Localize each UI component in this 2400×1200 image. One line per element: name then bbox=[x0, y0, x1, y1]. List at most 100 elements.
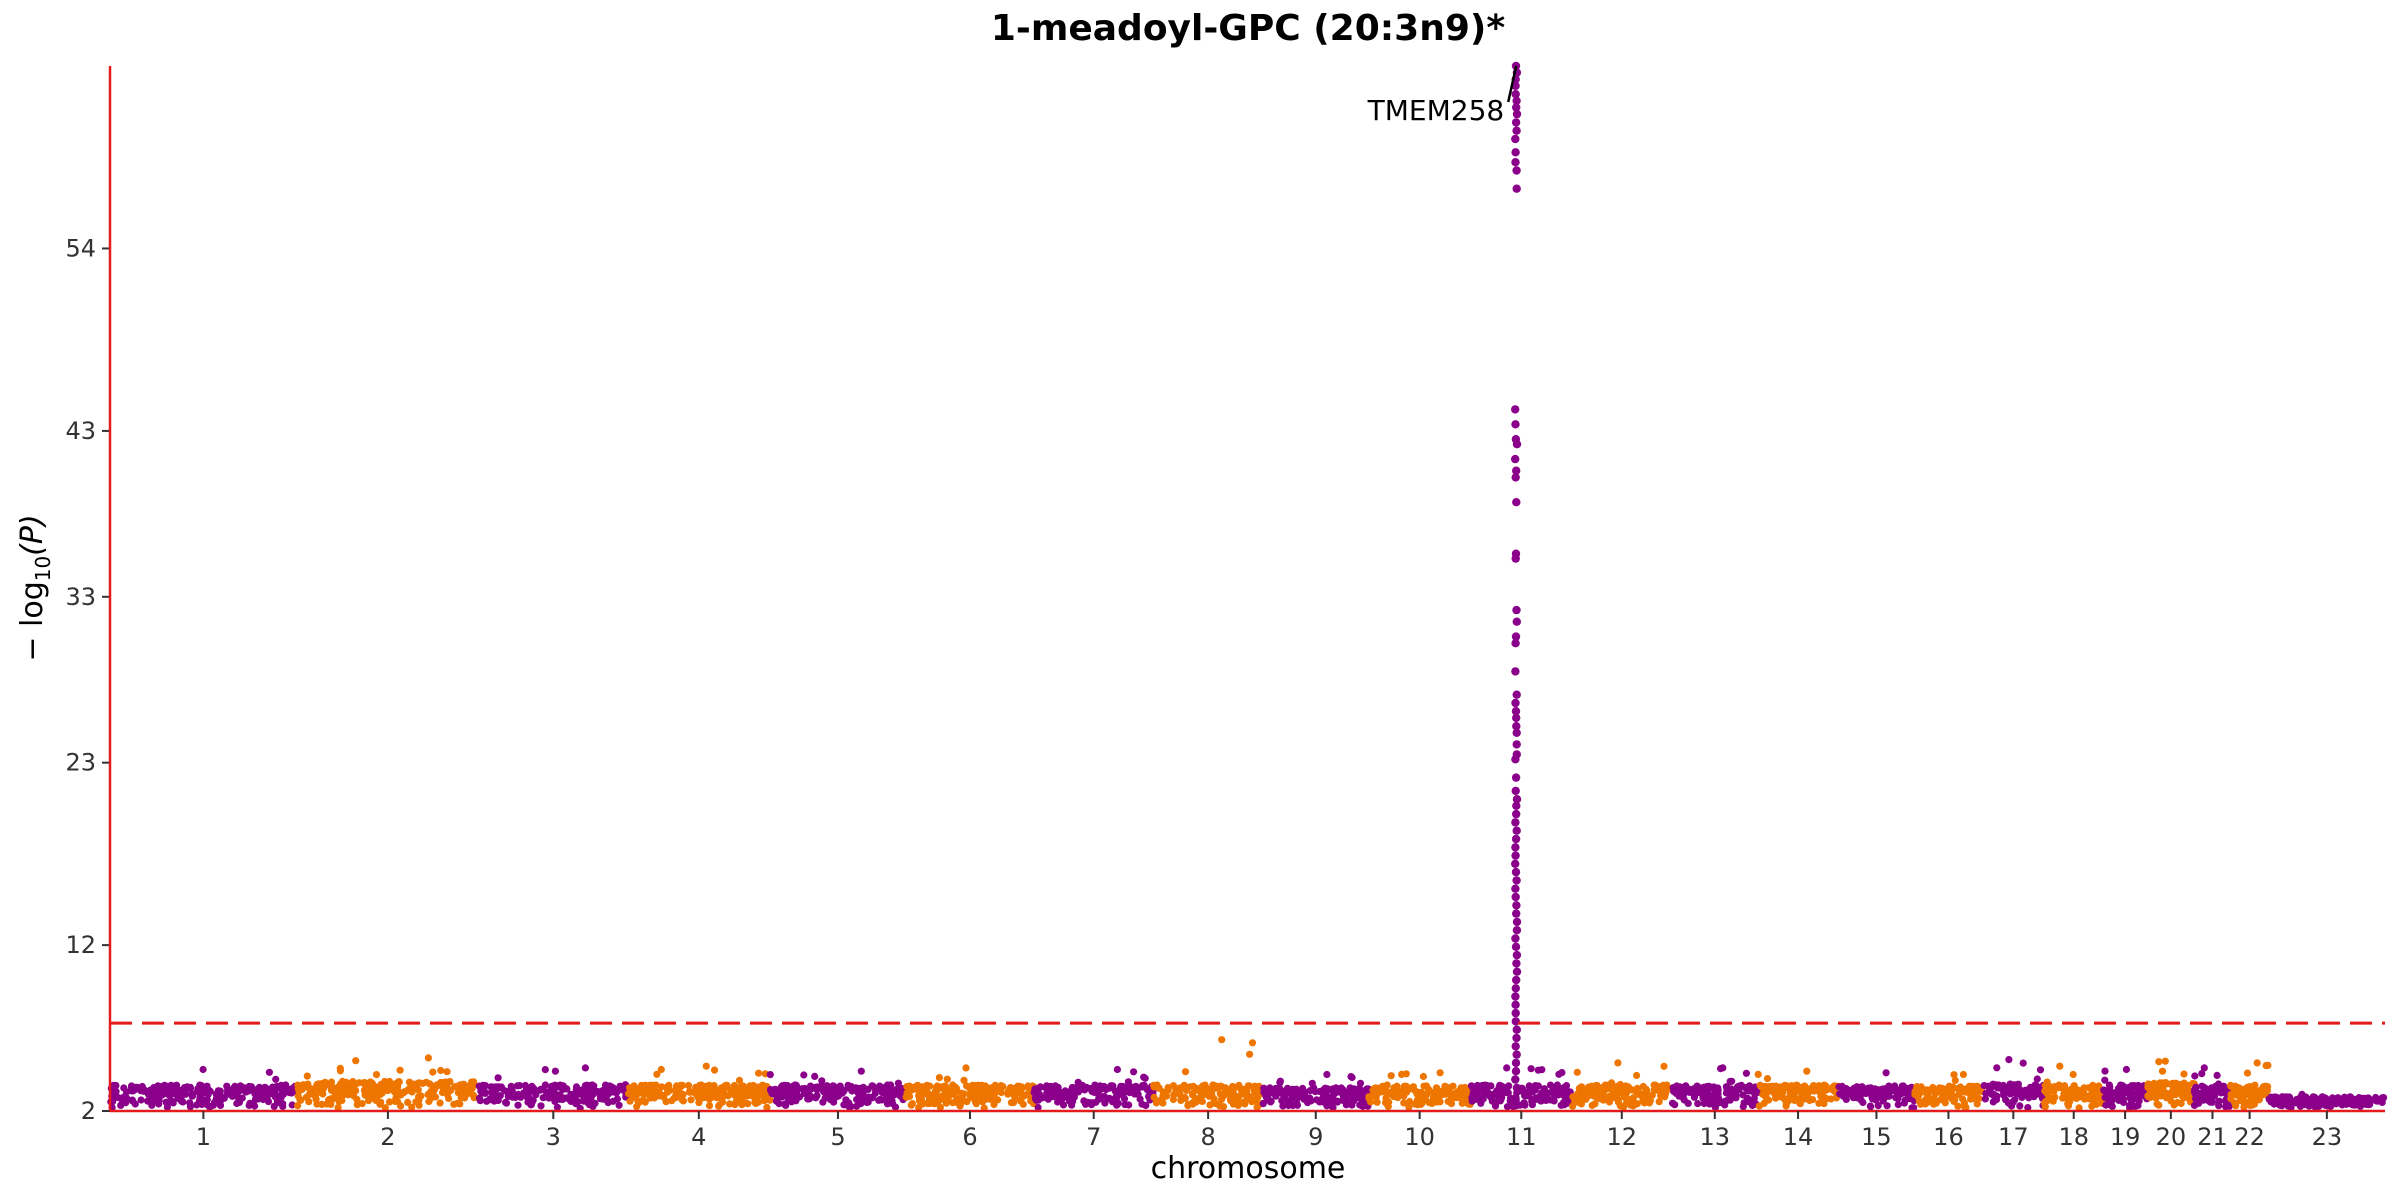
snp-point bbox=[2298, 1090, 2306, 1098]
snp-point bbox=[1714, 1084, 1722, 1092]
snp-point bbox=[296, 1095, 304, 1104]
snp-point bbox=[962, 1064, 970, 1072]
snp-point bbox=[197, 1092, 205, 1100]
snp-point bbox=[1538, 1089, 1546, 1097]
snp-point bbox=[2363, 1098, 2371, 1106]
snp-point bbox=[1066, 1088, 1074, 1096]
snp-point bbox=[876, 1095, 884, 1104]
snp-point bbox=[1920, 1097, 1928, 1105]
snp-point bbox=[615, 1101, 623, 1109]
snp-point bbox=[2060, 1094, 2068, 1102]
snp-point bbox=[1306, 1094, 1314, 1102]
snp-point bbox=[1700, 1099, 1708, 1108]
snp-point bbox=[1622, 1092, 1630, 1100]
snp-point bbox=[1883, 1102, 1891, 1110]
snp-point bbox=[480, 1085, 488, 1093]
snp-point bbox=[1693, 1082, 1701, 1090]
snp-point bbox=[1342, 1101, 1350, 1109]
snp-point bbox=[1691, 1092, 1699, 1100]
snp-point bbox=[206, 1087, 214, 1095]
snp-point bbox=[1387, 1072, 1395, 1080]
x-tick-label: 7 bbox=[1086, 1123, 1101, 1151]
peak-point bbox=[1512, 795, 1522, 804]
snp-point bbox=[1436, 1069, 1444, 1077]
snp-point bbox=[2033, 1075, 2041, 1083]
snp-point bbox=[1293, 1087, 1301, 1095]
snp-point bbox=[1973, 1100, 1981, 1108]
snp-point bbox=[1260, 1088, 1268, 1096]
snp-point bbox=[265, 1068, 273, 1076]
snp-point bbox=[1955, 1090, 1963, 1098]
snp-point bbox=[1591, 1089, 1599, 1098]
snp-point bbox=[1882, 1093, 1890, 1101]
snp-point bbox=[1054, 1098, 1062, 1106]
snp-point bbox=[1527, 1065, 1535, 1073]
x-tick-label: 8 bbox=[1200, 1123, 1215, 1151]
snp-point bbox=[374, 1083, 382, 1092]
snp-point bbox=[166, 1091, 174, 1099]
snp-point bbox=[714, 1086, 722, 1094]
x-tick-label: 23 bbox=[2312, 1123, 2343, 1151]
peak-point bbox=[1511, 892, 1520, 902]
snp-point bbox=[507, 1083, 516, 1091]
snp-point bbox=[1019, 1092, 1027, 1101]
peak-point bbox=[1511, 859, 1520, 868]
snp-point bbox=[1756, 1081, 1764, 1090]
snp-point bbox=[2101, 1067, 2109, 1075]
snp-point bbox=[255, 1083, 263, 1091]
snp-point bbox=[551, 1097, 559, 1106]
peak-point bbox=[1512, 713, 1521, 723]
snp-point bbox=[358, 1100, 366, 1108]
snp-point bbox=[1609, 1089, 1617, 1097]
snp-point bbox=[127, 1082, 136, 1090]
y-tick-label: 54 bbox=[65, 234, 96, 262]
peak-point bbox=[1511, 639, 1520, 648]
snp-point bbox=[1413, 1090, 1421, 1098]
snp-point bbox=[1530, 1096, 1538, 1104]
snp-point bbox=[1706, 1084, 1714, 1092]
snp-point bbox=[2162, 1079, 2170, 1087]
snp-point bbox=[1992, 1096, 2001, 1104]
snp-point bbox=[549, 1086, 557, 1094]
snp-point bbox=[324, 1081, 332, 1089]
snp-point bbox=[784, 1097, 792, 1105]
snp-point bbox=[1725, 1090, 1733, 1098]
snp-point bbox=[679, 1097, 688, 1105]
snp-point bbox=[2128, 1094, 2136, 1102]
peak-point bbox=[1511, 158, 1520, 167]
peak-point bbox=[1512, 926, 1522, 935]
snp-point bbox=[2270, 1100, 2278, 1108]
snp-point bbox=[443, 1068, 451, 1076]
snp-point bbox=[753, 1084, 761, 1092]
snp-point bbox=[1052, 1093, 1060, 1101]
snp-point bbox=[1710, 1101, 1718, 1109]
snp-point bbox=[1153, 1081, 1161, 1089]
snp-point bbox=[1189, 1082, 1197, 1090]
snp-point bbox=[2075, 1104, 2083, 1112]
snp-point bbox=[1737, 1081, 1745, 1089]
snp-point bbox=[277, 1083, 285, 1091]
snp-point bbox=[1550, 1097, 1558, 1105]
peak-point bbox=[1512, 184, 1521, 193]
snp-point bbox=[541, 1066, 549, 1074]
snp-point bbox=[705, 1093, 713, 1102]
peak-point bbox=[1512, 728, 1521, 737]
snp-point bbox=[1422, 1091, 1430, 1099]
snp-point bbox=[2064, 1100, 2072, 1108]
snp-point bbox=[754, 1098, 762, 1106]
snp-point bbox=[1943, 1093, 1951, 1101]
snp-point bbox=[2101, 1076, 2109, 1084]
snp-point bbox=[544, 1091, 552, 1099]
snp-point bbox=[2225, 1102, 2233, 1110]
snp-point bbox=[596, 1095, 605, 1103]
snp-point bbox=[1252, 1084, 1260, 1093]
snp-point bbox=[610, 1088, 618, 1096]
snp-point bbox=[1319, 1094, 1327, 1102]
snp-point bbox=[336, 1064, 344, 1072]
snp-point bbox=[1878, 1087, 1887, 1095]
snp-point bbox=[1951, 1076, 1959, 1084]
snp-point bbox=[1293, 1099, 1301, 1107]
snp-point bbox=[364, 1092, 372, 1100]
peak-point bbox=[1511, 698, 1520, 708]
snp-point bbox=[112, 1088, 120, 1096]
